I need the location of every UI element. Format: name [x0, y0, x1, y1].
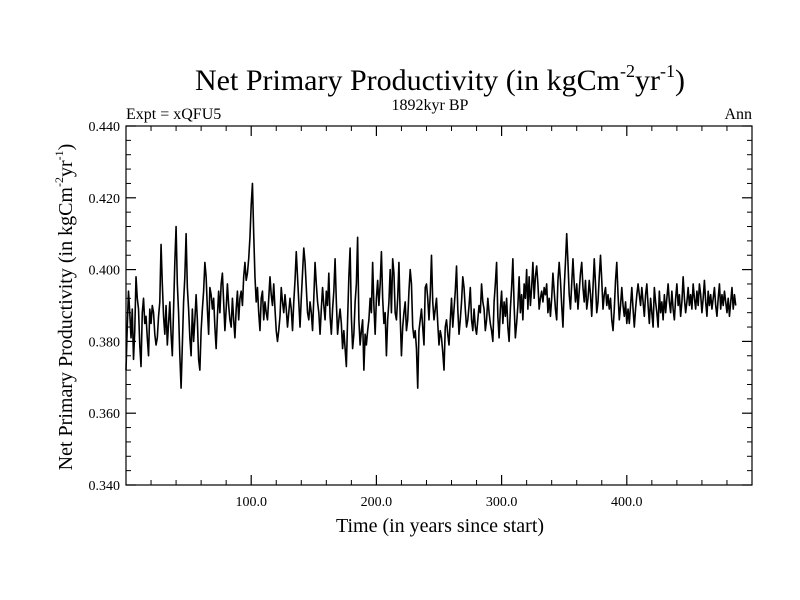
y-tick-label: 0.380	[89, 335, 121, 350]
series-layer	[125, 182, 737, 389]
chart-title-exponent-2: -1	[660, 61, 675, 81]
x-tick-label: 200.0	[361, 495, 393, 510]
season-label: Ann	[724, 106, 752, 123]
plot-frame	[125, 125, 753, 486]
y-tick-label: 0.360	[89, 407, 121, 422]
x-tick-label: 400.0	[611, 495, 643, 510]
x-tick-label: 300.0	[486, 495, 518, 510]
series-line-npp	[125, 182, 737, 389]
y-axis-label: Net Primary Productivity (in kgCm-2yr-1)	[52, 144, 77, 471]
chart-title: Net Primary Productivity (in kgCm-2yr-1)	[195, 61, 685, 97]
x-tick-labels: 100.0 200.0 300.0 400.0	[235, 495, 642, 510]
x-axis-label: Time (in years since start)	[336, 515, 544, 537]
y-axis-label-exponent-2: -1	[52, 150, 66, 160]
x-tick-label: 100.0	[235, 495, 267, 510]
y-tick-labels: 0.340 0.360 0.380 0.400 0.420 0.440	[89, 120, 121, 494]
y-axis-label-end: )	[55, 144, 77, 151]
minor-ticks	[126, 126, 752, 485]
chart-subtitle: 1892kyr BP	[392, 97, 469, 114]
y-axis-label-main: Net Primary Productivity (in kgCm	[55, 187, 77, 471]
y-axis-label-exponent-1: -2	[52, 177, 66, 187]
y-tick-label: 0.340	[89, 479, 121, 494]
y-tick-label: 0.400	[89, 264, 121, 279]
y-tick-label: 0.420	[89, 192, 121, 207]
chart-title-end: )	[675, 64, 685, 97]
chart-title-main: Net Primary Productivity (in kgCm	[195, 64, 620, 97]
y-axis-label-mid: yr	[55, 160, 77, 177]
y-tick-label: 0.440	[89, 120, 121, 135]
major-ticks	[126, 125, 752, 486]
experiment-label: Expt = xQFU5	[126, 106, 221, 123]
chart-title-mid: yr	[635, 64, 660, 97]
chart-title-exponent-1: -2	[620, 61, 635, 81]
